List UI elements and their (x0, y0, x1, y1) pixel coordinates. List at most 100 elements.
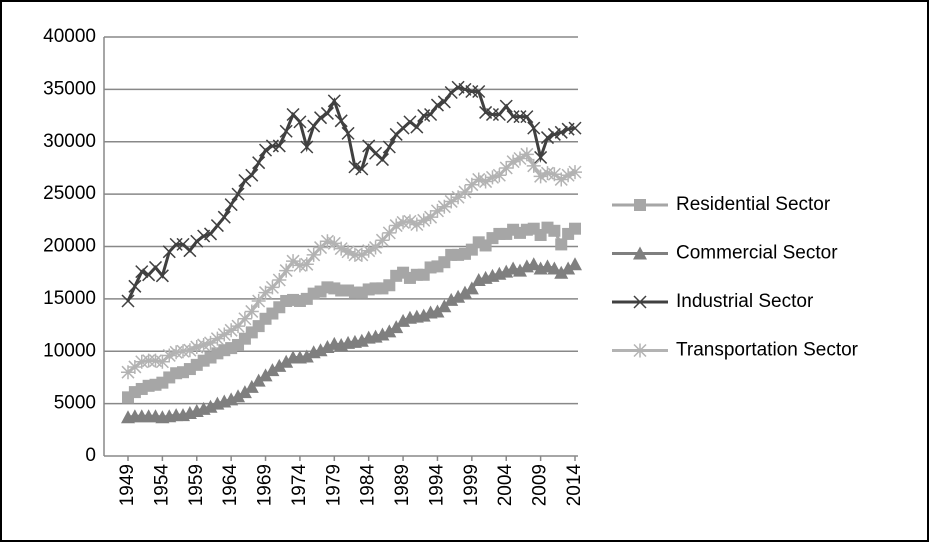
legend-label: Commercial Sector (676, 243, 838, 264)
marker (238, 173, 252, 188)
y-tick-label: 5000 (54, 393, 96, 414)
marker (568, 121, 582, 135)
legend-marker (633, 343, 647, 358)
marker (306, 247, 321, 262)
marker (568, 257, 582, 271)
legend-marker (633, 246, 647, 260)
marker (293, 115, 307, 129)
marker (162, 348, 177, 363)
y-tick-label: 40000 (43, 26, 96, 47)
marker (554, 172, 569, 187)
marker (520, 110, 534, 124)
y-tick-label: 15000 (43, 288, 96, 309)
marker (451, 289, 466, 303)
marker (354, 247, 369, 262)
marker (128, 279, 142, 293)
marker (279, 354, 294, 368)
marker (224, 323, 239, 338)
marker (279, 124, 293, 138)
marker (272, 139, 286, 153)
legend-label: Industrial Sector (676, 291, 814, 312)
marker (512, 263, 527, 277)
marker (547, 261, 562, 275)
marker (299, 349, 314, 363)
marker (148, 260, 163, 274)
marker (492, 168, 507, 183)
marker (506, 154, 521, 169)
marker (507, 223, 520, 236)
marker (416, 213, 431, 228)
series-markers (122, 221, 581, 404)
marker (231, 389, 246, 403)
marker (341, 244, 356, 259)
marker (568, 165, 582, 180)
marker (375, 233, 390, 248)
marker (519, 147, 534, 162)
marker (382, 225, 397, 240)
marker (561, 168, 576, 183)
x-tick-label: 1984 (358, 464, 379, 507)
marker (334, 241, 349, 256)
marker (203, 335, 218, 350)
marker (155, 354, 170, 369)
series-markers (121, 257, 582, 424)
marker (465, 84, 479, 99)
marker (251, 373, 266, 387)
marker (464, 177, 479, 192)
marker (320, 106, 334, 120)
marker (134, 354, 149, 369)
marker (478, 174, 493, 189)
x-tick-label: 1979 (323, 464, 344, 506)
marker (279, 263, 294, 278)
marker (368, 240, 383, 255)
marker (258, 368, 273, 382)
y-tick-label: 20000 (43, 236, 96, 257)
marker (265, 280, 280, 295)
y-tick-label: 25000 (43, 183, 96, 204)
marker (527, 121, 541, 135)
marker (383, 279, 396, 292)
marker (457, 285, 472, 299)
marker (286, 254, 301, 269)
x-tick-label: 2014 (564, 464, 585, 507)
marker (569, 222, 581, 235)
marker (265, 363, 280, 377)
marker (237, 311, 252, 326)
marker (526, 257, 541, 271)
marker (231, 187, 245, 201)
marker (121, 365, 135, 380)
y-tick-label: 35000 (43, 78, 96, 99)
marker (540, 166, 555, 181)
marker (410, 120, 424, 134)
marker (423, 210, 438, 225)
marker (547, 167, 562, 182)
marker (203, 227, 218, 241)
marker (217, 327, 232, 342)
x-tick-label: 1994 (426, 464, 447, 507)
marker (409, 217, 424, 232)
marker (534, 150, 548, 164)
marker (341, 126, 355, 140)
marker (244, 304, 259, 319)
marker (396, 215, 411, 230)
marker (444, 194, 459, 209)
marker (430, 203, 445, 218)
marker (506, 110, 520, 124)
marker (472, 84, 486, 99)
marker (437, 199, 452, 214)
marker (196, 337, 211, 352)
marker (382, 324, 397, 338)
marker (176, 344, 191, 359)
marker (313, 240, 328, 255)
marker (272, 273, 287, 288)
marker (512, 151, 527, 166)
y-tick-label: 0 (85, 445, 96, 466)
marker (403, 115, 417, 129)
marker (561, 261, 576, 275)
marker (424, 107, 438, 122)
y-tick-label: 30000 (43, 131, 96, 152)
marker (334, 114, 348, 128)
marker (540, 131, 555, 145)
x-tick-label: 2009 (530, 464, 551, 506)
marker (190, 234, 204, 248)
